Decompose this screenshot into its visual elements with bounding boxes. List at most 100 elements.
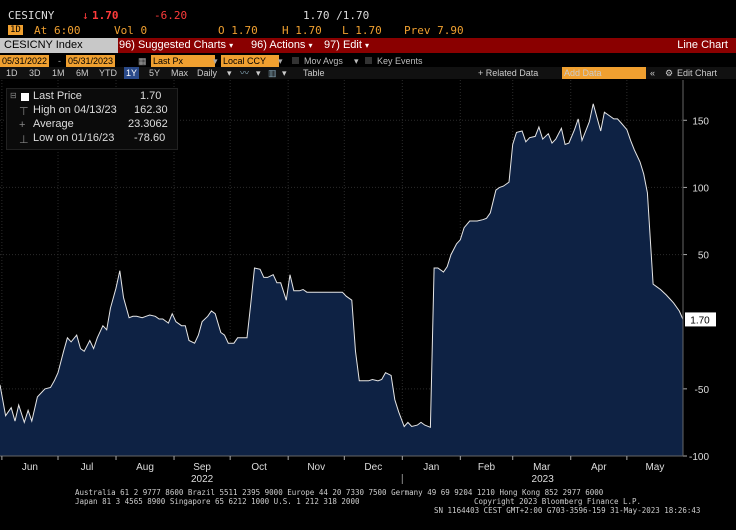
x-tick-label: Nov bbox=[307, 462, 325, 473]
high-price: H 1.70 bbox=[282, 24, 322, 37]
period-1y[interactable]: 1Y bbox=[124, 67, 140, 79]
legend-average-label: Average bbox=[33, 118, 74, 130]
x-tick-label: Mar bbox=[533, 462, 551, 473]
low-price: L 1.70 bbox=[342, 24, 382, 37]
legend-average-value: 23.3062 bbox=[128, 118, 168, 130]
settings-icon[interactable]: ⚙ bbox=[665, 68, 674, 78]
y-tick-label: -50 bbox=[695, 385, 710, 396]
prev-close: Prev 7.90 bbox=[404, 24, 464, 37]
x-axis: Jun Jul Aug Sep Oct Nov Dec Jan Feb Mar Apr May 2022… bbox=[0, 455, 683, 485]
last-price-tag bbox=[685, 312, 716, 327]
at-time: 6:00 bbox=[54, 24, 81, 37]
series-line bbox=[0, 103, 684, 429]
x-tick-label: Jan bbox=[423, 462, 439, 473]
add-data-input[interactable]: Add Data bbox=[562, 67, 646, 79]
timeframe-key[interactable]: 1D bbox=[8, 25, 23, 35]
menu-label: Suggested Charts bbox=[137, 39, 227, 51]
table-button[interactable]: Table bbox=[303, 68, 325, 78]
menu-label: Edit bbox=[342, 39, 362, 51]
related-data-button[interactable]: + Related Data bbox=[478, 68, 539, 78]
chevron-down-icon[interactable]: ▾ bbox=[213, 56, 218, 66]
down-arrow-icon: ↓ bbox=[82, 9, 89, 22]
bar-chart-icon[interactable]: ▥ bbox=[268, 68, 277, 78]
legend-high-label: High on 04/13/23 bbox=[33, 104, 117, 116]
at-label: At bbox=[34, 24, 48, 37]
chevron-down-icon[interactable]: ▾ bbox=[354, 56, 359, 66]
legend-swatch bbox=[21, 93, 29, 101]
legend-last-price-label: Last Price bbox=[33, 90, 82, 102]
footer-contacts-line2: Japan 81 3 4565 8900 Singapore 65 6212 1… bbox=[75, 497, 360, 506]
x-tick-label: Aug bbox=[136, 462, 154, 473]
end-date-field[interactable]: 05/31/2023 bbox=[66, 55, 116, 67]
key-events-checkbox[interactable] bbox=[365, 57, 372, 64]
start-date-field[interactable]: 05/31/2022 bbox=[0, 55, 50, 67]
chart-legend[interactable]: ⊟ Last Price 1.70 ⊤ High on 04/13/23 162… bbox=[6, 88, 178, 150]
dropdown-arrow-icon: ▾ bbox=[365, 41, 370, 50]
mov-avgs-label: Mov Avgs bbox=[304, 56, 343, 66]
period-ytd[interactable]: YTD bbox=[99, 68, 117, 78]
chevron-down-icon[interactable]: ▾ bbox=[227, 68, 232, 78]
period-1m[interactable]: 1M bbox=[52, 68, 65, 78]
currency-select[interactable]: Local CCY bbox=[221, 55, 279, 67]
legend-low-value: -78.60 bbox=[134, 132, 166, 144]
chevron-down-icon[interactable]: ▾ bbox=[278, 56, 283, 66]
chevron-down-icon[interactable]: ▾ bbox=[256, 68, 261, 78]
x-tick-label: Sep bbox=[193, 462, 211, 473]
page-title: Line Chart bbox=[677, 39, 728, 51]
low-marker-icon: ⊥ bbox=[19, 134, 29, 146]
x-tick-label: Dec bbox=[364, 462, 382, 473]
open-price: O 1.70 bbox=[218, 24, 258, 37]
legend-high-value: 162.30 bbox=[134, 104, 168, 116]
x-tick-label: Feb bbox=[478, 462, 496, 473]
mov-avgs-checkbox[interactable] bbox=[292, 57, 299, 64]
footer-copyright: Copyright 2023 Bloomberg Finance L.P. bbox=[474, 497, 642, 506]
date-separator: - bbox=[58, 56, 61, 66]
collapse-icon[interactable]: « bbox=[650, 68, 656, 78]
calendar-icon[interactable]: ▦ bbox=[138, 56, 147, 66]
period-1d[interactable]: 1D bbox=[6, 68, 18, 78]
legend-collapse-icon[interactable]: ⊟ bbox=[10, 91, 17, 100]
key-events-label: Key Events bbox=[377, 56, 423, 66]
high-marker-icon: ⊤ bbox=[19, 106, 29, 118]
menu-number: 96) bbox=[251, 39, 267, 51]
last-value: 1.70 bbox=[92, 9, 119, 22]
period-max[interactable]: Max bbox=[171, 68, 189, 78]
year-label: 2022 bbox=[191, 474, 214, 485]
suggested-charts-menu[interactable]: 96) Suggested Charts ▾ bbox=[119, 38, 233, 53]
last-price-marker: 1.70 bbox=[685, 312, 716, 327]
actions-menu[interactable]: 96) Actions ▾ bbox=[251, 38, 313, 53]
footer: Australia 61 2 9777 8600 Brazil 5511 239… bbox=[0, 486, 736, 530]
x-tick-label: Jul bbox=[81, 462, 94, 473]
average-marker-icon: + bbox=[19, 119, 26, 131]
y-tick-label: -100 bbox=[689, 452, 709, 463]
last-price-tag-label: 1.70 bbox=[690, 315, 710, 326]
menu-number: 97) bbox=[324, 39, 340, 51]
bid-ask: 1.70 /1.70 bbox=[303, 9, 370, 22]
footer-session-info: SN 1164403 CEST GMT+2:00 G703-3596-159 3… bbox=[434, 506, 701, 515]
legend-low-label: Low on 01/16/23 bbox=[33, 132, 115, 144]
edit-menu[interactable]: 97) Edit ▾ bbox=[324, 38, 369, 53]
y-tick-label: 150 bbox=[692, 116, 709, 127]
period-6m[interactable]: 6M bbox=[76, 68, 89, 78]
dropdown-arrow-icon: ▾ bbox=[229, 41, 234, 50]
price-chart[interactable]: -100 -50 50 100 150 Jun Jul Aug Sep Oct Nov Dec Jan… bbox=[0, 80, 736, 486]
period-5y[interactable]: 5Y bbox=[149, 68, 161, 78]
y-tick-label: 50 bbox=[698, 251, 710, 262]
security-field[interactable]: CESICNY Index bbox=[0, 38, 118, 53]
x-tick-label: May bbox=[645, 462, 664, 473]
volume: Vol 0 bbox=[114, 24, 148, 37]
period-3d[interactable]: 3D bbox=[29, 68, 41, 78]
menu-number: 96) bbox=[119, 39, 135, 51]
line-chart-icon[interactable]: 〰 bbox=[240, 68, 250, 78]
field-select[interactable]: Last Px bbox=[151, 55, 215, 67]
edit-chart-button[interactable]: Edit Chart bbox=[677, 68, 718, 78]
legend-last-price-value: 1.70 bbox=[140, 90, 162, 102]
frequency-select[interactable]: Daily bbox=[197, 68, 218, 78]
quote-strip: CESICNY ↓ 1.70 -6.20 1.70 /1.70 1D At 6:… bbox=[0, 0, 736, 38]
x-tick-label: Apr bbox=[591, 462, 607, 473]
y-tick-label: 100 bbox=[692, 183, 709, 194]
chevron-down-icon[interactable]: ▾ bbox=[282, 68, 287, 78]
menu-label: Actions bbox=[269, 39, 306, 51]
ticker-label: CESICNY bbox=[8, 9, 55, 22]
dropdown-arrow-icon: ▾ bbox=[308, 41, 313, 50]
